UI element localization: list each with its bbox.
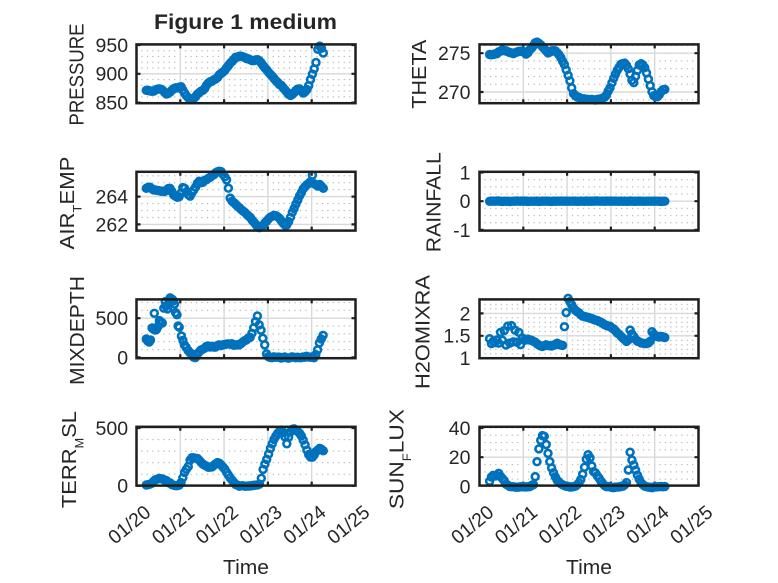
svg-text:Time: Time [223, 557, 269, 579]
svg-text:850: 850 [96, 93, 129, 115]
svg-text:0: 0 [117, 476, 128, 498]
svg-text:PRESSURE: PRESSURE [67, 24, 89, 126]
svg-text:THETA: THETA [409, 39, 431, 109]
svg-text:40: 40 [449, 418, 471, 440]
svg-text:H2OMIXRA: H2OMIXRA [413, 274, 435, 389]
svg-text:RAINFALL: RAINFALL [424, 152, 446, 252]
svg-text:0: 0 [460, 476, 471, 498]
svg-text:500: 500 [96, 308, 129, 330]
svg-text:20: 20 [449, 447, 471, 469]
svg-text:900: 900 [96, 64, 129, 86]
svg-text:1: 1 [460, 162, 471, 184]
svg-text:275: 275 [438, 43, 471, 65]
svg-text:2: 2 [460, 303, 471, 325]
svg-text:500: 500 [96, 418, 129, 440]
svg-text:950: 950 [96, 35, 129, 57]
svg-text:Figure 1 medium: Figure 1 medium [154, 10, 337, 34]
svg-text:SUNFLUX: SUNFLUX [387, 409, 415, 509]
svg-text:0: 0 [117, 347, 128, 369]
svg-text:AIRTEMP: AIRTEMP [57, 157, 85, 250]
svg-text:1: 1 [460, 348, 471, 370]
svg-text:264: 264 [96, 187, 129, 209]
svg-text:MIXDEPTH: MIXDEPTH [67, 276, 89, 385]
svg-text:262: 262 [96, 214, 129, 236]
svg-text:TERRMSL: TERRMSL [59, 411, 87, 508]
svg-text:Time: Time [566, 557, 612, 579]
svg-text:0: 0 [460, 191, 471, 213]
svg-text:-1: -1 [453, 220, 470, 242]
svg-text:1.5: 1.5 [443, 326, 470, 348]
svg-text:270: 270 [438, 82, 471, 104]
